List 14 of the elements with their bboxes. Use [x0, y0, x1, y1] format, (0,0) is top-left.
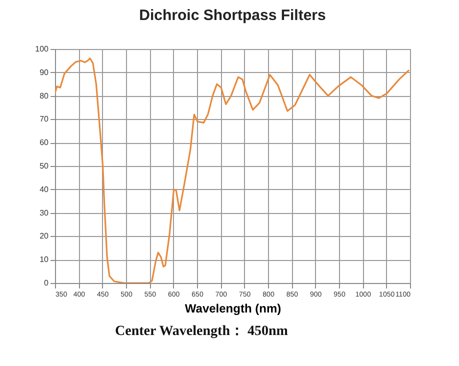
- text: Center Wavelength： 450nm: [115, 324, 288, 339]
- y-tick-label: 0: [44, 278, 50, 288]
- y-tick-label: 80: [40, 91, 50, 100]
- chart-title: Dichroic Shortpass Filters: [139, 7, 326, 24]
- y-tick-label: 100: [35, 44, 50, 54]
- y-tick-label: 60: [40, 138, 50, 148]
- y-tick-label: 50: [40, 162, 50, 170]
- x-axis-title: Wavelength (nm): [184, 302, 282, 316]
- y-tick-label: 70: [40, 114, 50, 124]
- y-tick-label: 20: [40, 232, 50, 241]
- y-tick-label: 90: [40, 68, 50, 77]
- y-tick-label: 10: [40, 255, 50, 264]
- y-tick-label: 40: [40, 184, 50, 194]
- y-tick-label: 30: [40, 208, 50, 218]
